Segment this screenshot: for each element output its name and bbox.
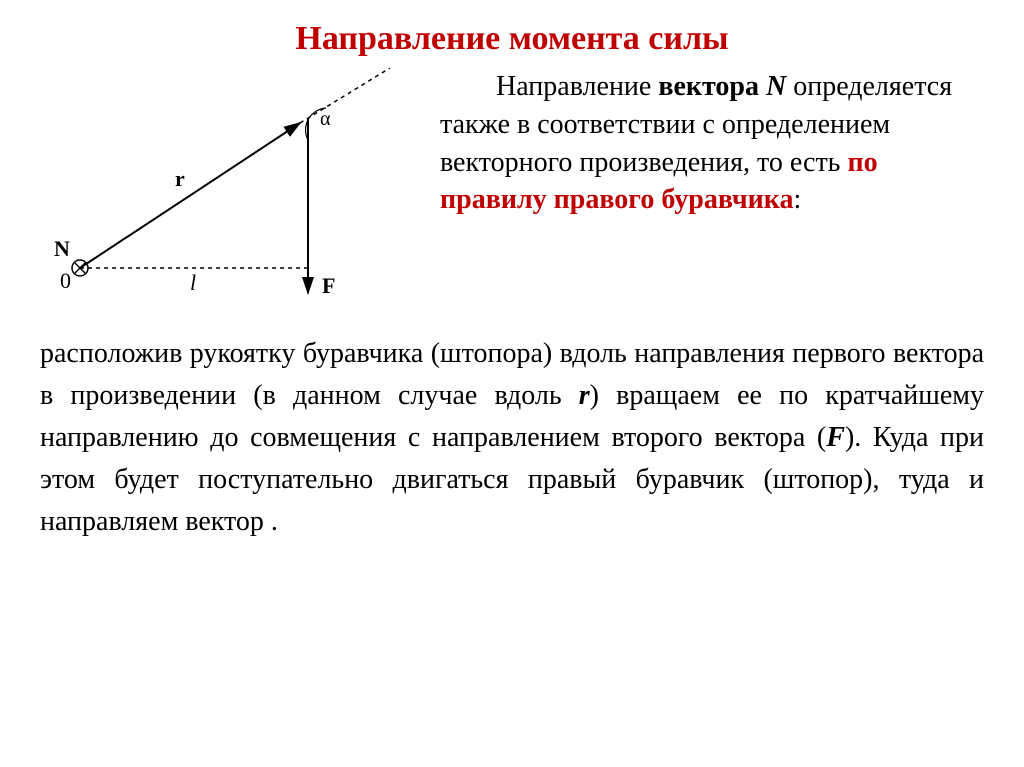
r-vector [80, 123, 300, 268]
diagram-label-zero: 0 [60, 268, 71, 293]
diagram-label-F: F [322, 273, 335, 298]
intro-text-part: вектора [658, 71, 766, 102]
intro-paragraph: Направление вектора N определяется также… [440, 68, 984, 219]
top-section: N 0 l Fr α Направление вектора N определяетс… [40, 68, 984, 313]
intro-text-part: Направление [496, 71, 658, 102]
diagram-svg: N 0 l Fr α [40, 68, 420, 308]
intro-text-part: N [766, 71, 786, 102]
r-extension-line [300, 68, 390, 123]
main-paragraph: расположив рукоятку буравчика (штопора) … [40, 333, 984, 543]
page-title: Направление момента силы [40, 20, 984, 58]
diagram-label-N: N [54, 236, 70, 261]
body-text-part: r [579, 380, 590, 411]
diagram-label-r: r [175, 166, 185, 191]
intro-text-part: : [794, 184, 802, 215]
torque-diagram: N 0 l Fr α [40, 68, 420, 313]
diagram-label-alpha: α [320, 108, 331, 130]
body-text-part: F [826, 422, 845, 453]
diagram-label-l: l [190, 270, 196, 295]
